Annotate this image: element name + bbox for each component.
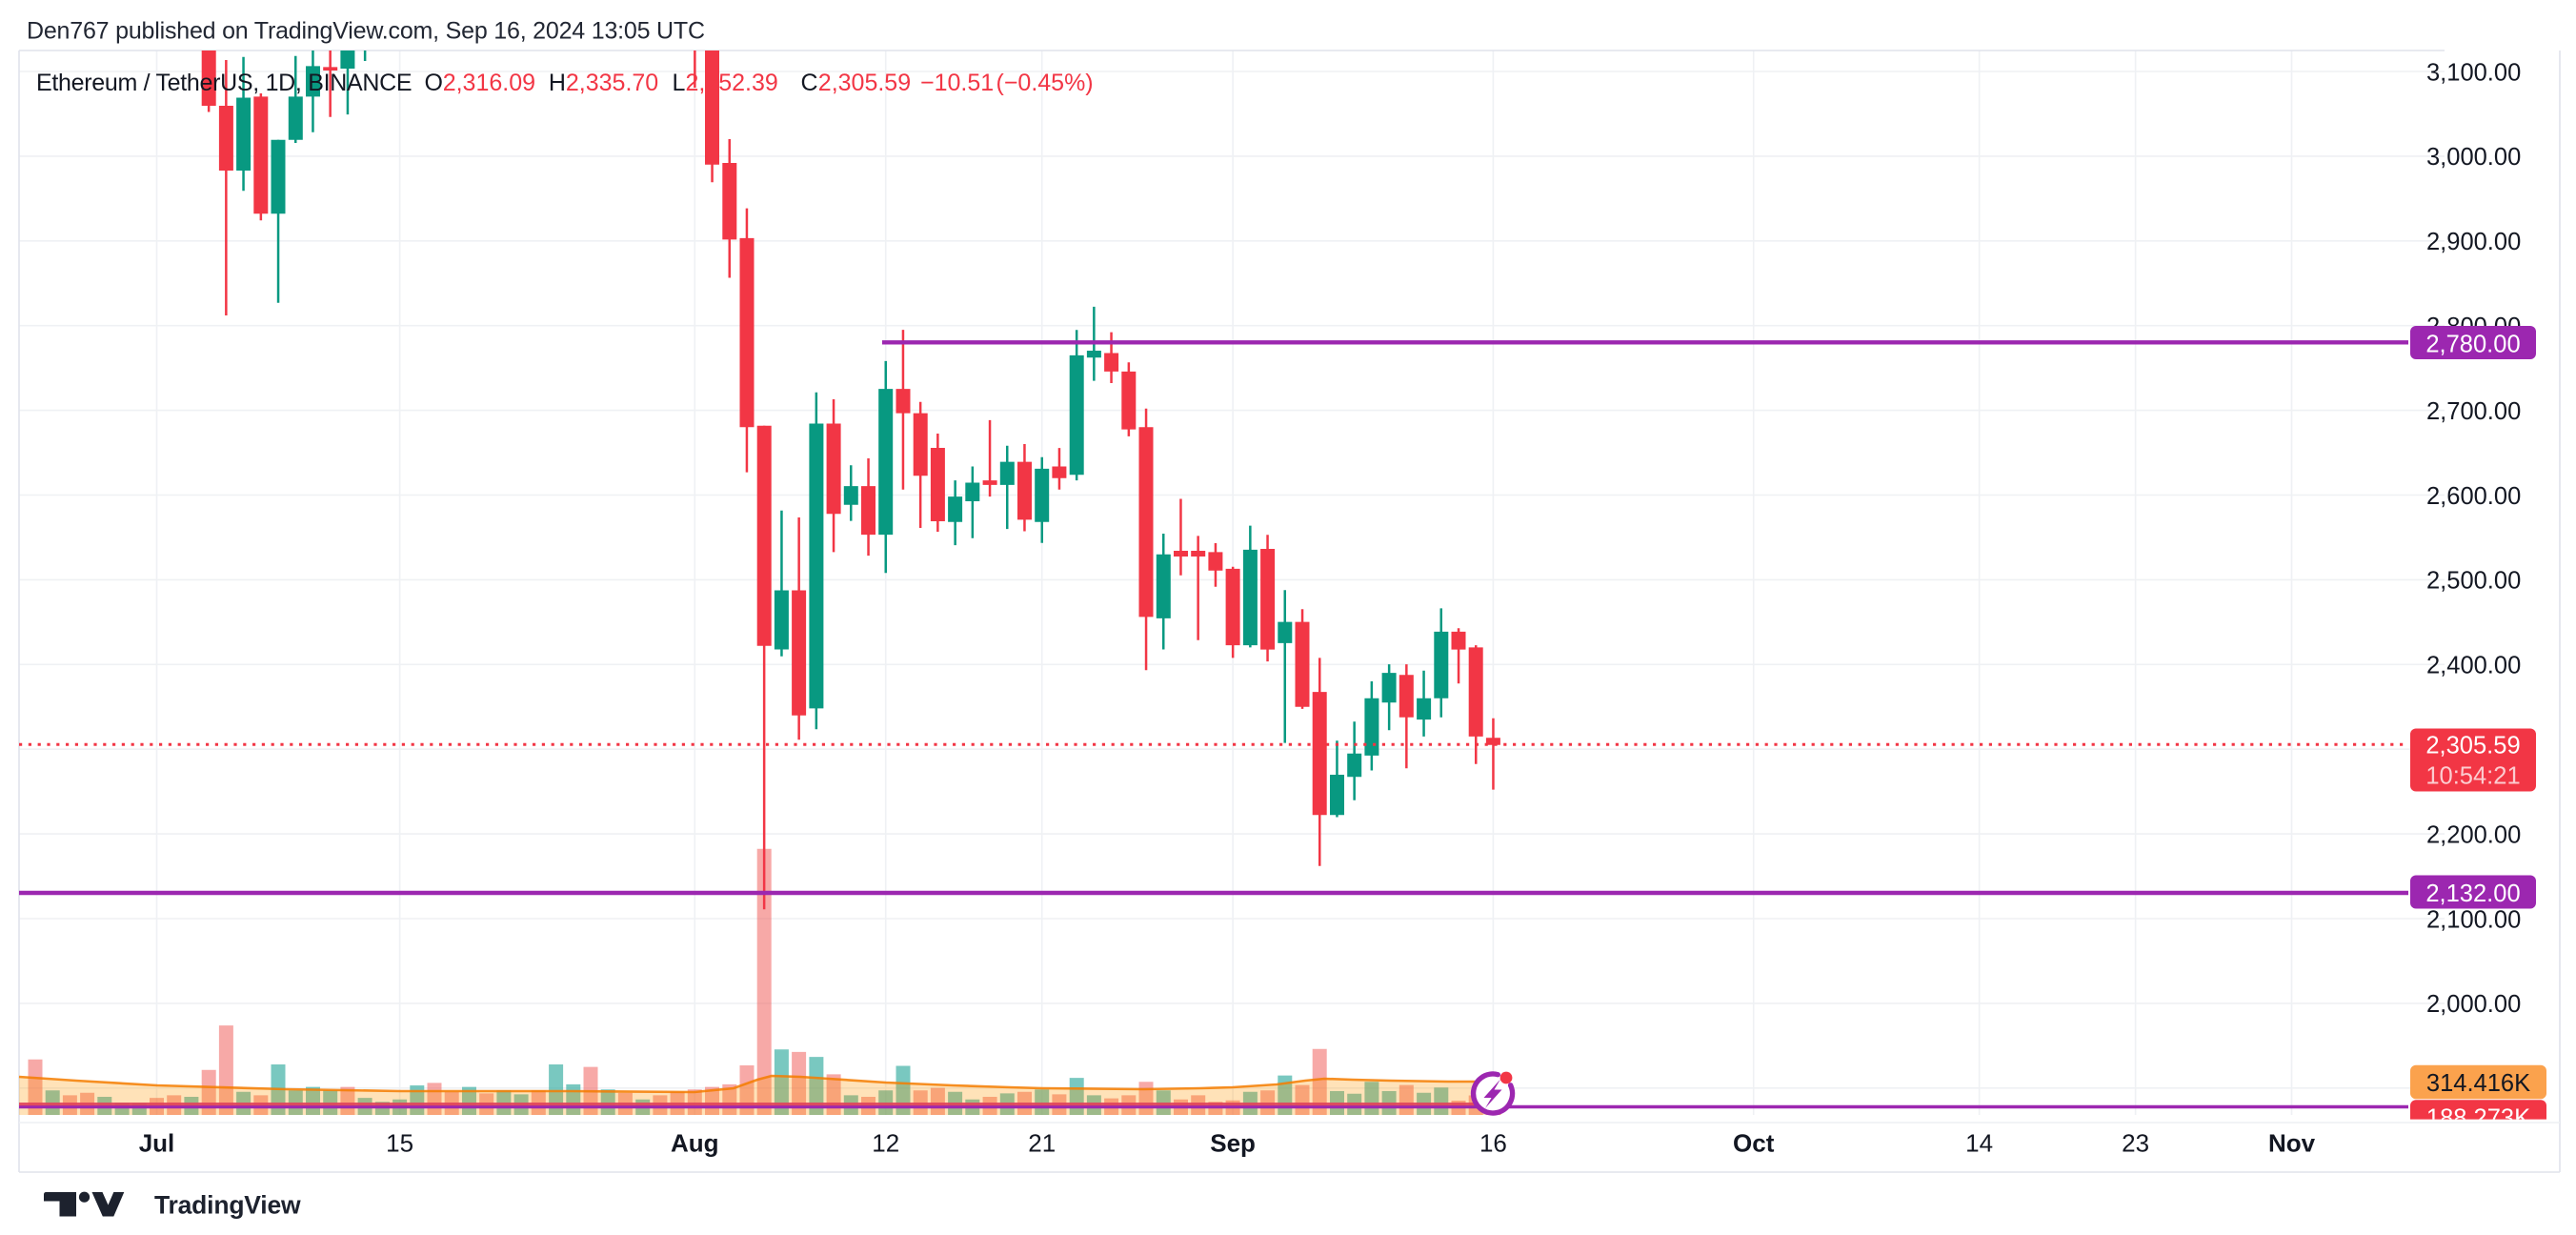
svg-text:10:54:21: 10:54:21 [2425, 763, 2520, 790]
svg-text:15: 15 [386, 1129, 413, 1158]
svg-text:Oct: Oct [1733, 1129, 1775, 1158]
svg-text:16: 16 [1479, 1129, 1507, 1158]
svg-text:21: 21 [1028, 1129, 1056, 1158]
svg-text:Ethereum / TetherUS, 1D, BINAN: Ethereum / TetherUS, 1D, BINANCE O2,316.0… [36, 70, 1094, 96]
svg-text:188.273K: 188.273K [2426, 1104, 2530, 1131]
svg-text:2,500.00: 2,500.00 [2426, 568, 2521, 595]
svg-text:Jul: Jul [139, 1129, 175, 1158]
svg-text:Aug: Aug [671, 1129, 719, 1158]
svg-text:2,100.00: 2,100.00 [2426, 906, 2521, 933]
svg-text:2,600.00: 2,600.00 [2426, 483, 2521, 510]
svg-text:3,100.00: 3,100.00 [2426, 59, 2521, 86]
svg-text:2,200.00: 2,200.00 [2426, 821, 2521, 848]
svg-text:314.416K: 314.416K [2426, 1070, 2530, 1097]
svg-text:12: 12 [872, 1129, 899, 1158]
svg-text:2,305.59: 2,305.59 [2425, 733, 2520, 759]
svg-text:2,400.00: 2,400.00 [2426, 653, 2521, 679]
svg-text:23: 23 [2122, 1129, 2149, 1158]
svg-text:TradingView: TradingView [154, 1191, 301, 1220]
svg-text:Sep: Sep [1210, 1129, 1256, 1158]
svg-text:2,900.00: 2,900.00 [2426, 229, 2521, 255]
svg-text:2,000.00: 2,000.00 [2426, 991, 2521, 1018]
svg-text:2,132.00: 2,132.00 [2425, 881, 2520, 907]
svg-text:2,700.00: 2,700.00 [2426, 398, 2521, 425]
svg-text:3,000.00: 3,000.00 [2426, 144, 2521, 171]
svg-text:Nov: Nov [2268, 1129, 2316, 1158]
svg-text:Den767 published on TradingVie: Den767 published on TradingView.com, Sep… [27, 17, 705, 44]
svg-text:2,780.00: 2,780.00 [2425, 332, 2520, 358]
svg-text:14: 14 [1965, 1129, 1993, 1158]
